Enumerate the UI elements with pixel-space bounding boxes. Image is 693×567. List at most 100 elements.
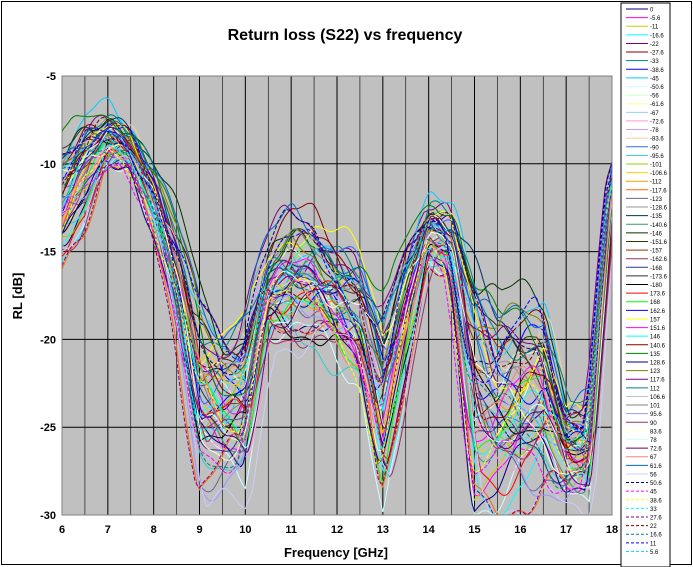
series-line: [61, 164, 613, 494]
legend-label: 112: [650, 386, 660, 392]
series-line: [61, 149, 613, 493]
x-tick-label: 13: [377, 524, 389, 536]
legend-label: -83.6: [650, 137, 664, 143]
legend-label: -157: [650, 249, 663, 255]
legend-label: -27.6: [650, 51, 664, 57]
x-tick-labels: 6 7 8 9 10 11 12 13 14 15 16 17 18: [59, 524, 618, 536]
legend-label: -38.6: [650, 68, 664, 74]
legend-label: 45: [650, 490, 657, 496]
legend-label: 135: [650, 352, 661, 358]
legend-label: -168: [650, 266, 663, 272]
legend-label: 95.6: [650, 412, 662, 418]
legend-label: 146: [650, 335, 661, 341]
legend-label: 162.6: [650, 309, 666, 315]
legend-label: 22: [650, 524, 657, 530]
legend-label: 168: [650, 300, 661, 306]
series-line: [61, 150, 613, 490]
y-tick-label: -15: [40, 247, 56, 259]
legend-label: 5.6: [650, 550, 659, 556]
x-tick-label: 6: [59, 524, 65, 536]
legend-label: -16.6: [650, 33, 664, 39]
legend-label: -11: [650, 25, 659, 31]
x-tick-label: 11: [285, 524, 297, 536]
x-tick-label: 15: [468, 524, 480, 536]
chart-title: Return loss (S22) vs frequency: [228, 27, 463, 44]
x-tick-label: 16: [514, 524, 526, 536]
x-tick-label: 18: [606, 524, 618, 536]
series-lines: [61, 97, 613, 516]
legend-label: -56: [650, 94, 659, 100]
legend-label: -151.6: [650, 240, 668, 246]
series-line: [61, 157, 613, 516]
series-line: [61, 163, 613, 516]
y-tick-label: -20: [40, 334, 56, 346]
legend-label: 50.6: [650, 481, 662, 487]
legend-label: 157: [650, 317, 661, 323]
series-line: [61, 128, 613, 413]
legend-label: -135: [650, 214, 663, 220]
legend-label: 106.6: [650, 395, 666, 401]
legend-label: 0: [650, 8, 654, 14]
legend-label: -61.6: [650, 102, 664, 108]
legend-label: -33: [650, 59, 659, 65]
legend-label: 151.6: [650, 326, 666, 332]
legend-label: -146: [650, 231, 663, 237]
legend-label: 78: [650, 438, 657, 444]
plot-border: [61, 75, 613, 516]
y-tick-labels: -5 -10 -15 -20 -25 -30: [40, 71, 56, 522]
series-line: [61, 138, 613, 477]
x-tick-label: 8: [151, 524, 157, 536]
legend-label: 123: [650, 369, 661, 375]
legend-label: -106.6: [650, 171, 668, 177]
series-line: [61, 132, 613, 451]
x-axis-label: Frequency [GHz]: [284, 545, 388, 560]
legend-label: 128.6: [650, 361, 666, 367]
legend-label: 27.6: [650, 515, 662, 521]
legend: 0 -5.6 -11 -16.6 -22 -27.6 -33 -38.6 -45 -50.6 -56…: [626, 8, 668, 556]
series-line: [61, 130, 613, 464]
legend-label: -123: [650, 197, 663, 203]
legend-label: -173.6: [650, 274, 668, 280]
legend-label: 33: [650, 507, 657, 513]
x-tick-label: 14: [423, 524, 436, 536]
legend-label: 140.6: [650, 343, 666, 349]
series-line: [61, 125, 613, 452]
legend-label: -67: [650, 111, 659, 117]
legend-label: -101: [650, 162, 663, 168]
series-line: [61, 126, 613, 444]
legend-label: -5.6: [650, 16, 661, 22]
legend-label: -180: [650, 283, 663, 289]
series-line: [61, 124, 613, 414]
series-line: [61, 150, 613, 477]
y-tick-label: -30: [40, 510, 56, 522]
y-tick-label: -10: [40, 159, 56, 171]
x-tick-label: 7: [105, 524, 111, 536]
legend-label: 16.6: [650, 533, 662, 539]
series-line: [61, 120, 613, 404]
legend-label: 72.6: [650, 447, 662, 453]
legend-label: -78: [650, 128, 659, 134]
y-tick-label: -5: [46, 71, 56, 83]
legend-label: -140.6: [650, 223, 668, 229]
legend-label: -95.6: [650, 154, 664, 160]
x-tick-label: 10: [239, 524, 251, 536]
series-line: [61, 144, 613, 472]
legend-label: 90: [650, 421, 657, 427]
legend-label: 38.6: [650, 498, 662, 504]
series-line: [61, 114, 613, 446]
legend-label: -72.6: [650, 119, 664, 125]
legend-label: -112: [650, 180, 662, 186]
legend-label: 173.6: [650, 292, 666, 298]
legend-label: 117.6: [650, 378, 665, 384]
x-tick-label: 17: [560, 524, 572, 536]
legend-label: -22: [650, 42, 659, 48]
legend-label: -50.6: [650, 85, 664, 91]
legend-label: 61.6: [650, 464, 662, 470]
legend-label: -90: [650, 145, 659, 151]
series-line: [61, 160, 613, 513]
series-line: [61, 127, 613, 434]
series-line: [61, 136, 613, 420]
series-line: [61, 136, 613, 436]
legend-label: -128.6: [650, 206, 668, 212]
